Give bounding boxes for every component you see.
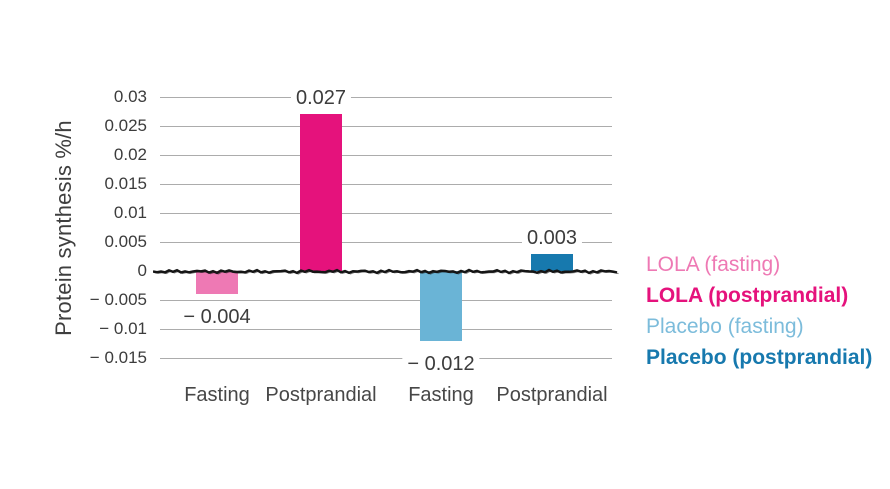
- bar-value-label: − 0.004: [178, 306, 256, 329]
- y-tick-label: 0.03: [113, 87, 147, 106]
- y-tick-label: 0.02: [113, 145, 147, 164]
- legend-entry: Placebo (fasting): [646, 315, 804, 338]
- bar: [196, 271, 238, 295]
- legend: LOLA (fasting) LOLA (postprandial) Placebo…: [646, 249, 872, 373]
- gridline: [160, 328, 612, 330]
- gridline: [160, 154, 612, 156]
- gridline: [160, 299, 612, 301]
- bar-value-label: − 0.012: [402, 352, 480, 375]
- y-tick-label: − 0.005: [89, 290, 147, 309]
- bar: [531, 253, 573, 271]
- legend-entry: Placebo (postprandial): [646, 346, 873, 369]
- gridline: [160, 357, 612, 359]
- x-axis-label: Fasting: [184, 384, 250, 406]
- gridline: [160, 212, 612, 214]
- x-axis-label: Fasting: [408, 384, 474, 406]
- y-tick-label: − 0.01: [99, 319, 147, 338]
- y-tick-label: 0.025: [104, 116, 147, 135]
- y-tick-label: 0.015: [104, 174, 147, 193]
- plot-area: 0.03 0.025 0.02 0.015 0.01 0.005 0 − 0.005 − 0.0…: [90, 85, 619, 406]
- y-tick-label: − 0.015: [89, 348, 147, 367]
- y-tick-label: 0.005: [104, 232, 147, 251]
- bar: [300, 114, 342, 271]
- bar: [420, 271, 462, 341]
- y-tick-label: 0: [137, 261, 147, 280]
- gridline: [160, 183, 612, 185]
- x-axis-label: Postprandial: [265, 384, 377, 406]
- legend-entry: LOLA (fasting): [646, 253, 781, 276]
- gridline: [160, 241, 612, 243]
- gridline: [160, 125, 612, 127]
- y-axis-title: Protein synthesis %/h: [51, 120, 76, 336]
- gridline: [160, 96, 612, 98]
- legend-entry: LOLA (postprandial): [646, 284, 849, 307]
- bar-value-label: 0.003: [521, 226, 583, 249]
- x-axis-label: Postprandial: [496, 384, 608, 406]
- bar-value-label: 0.027: [290, 87, 352, 110]
- y-tick-label: 0.01: [113, 203, 147, 222]
